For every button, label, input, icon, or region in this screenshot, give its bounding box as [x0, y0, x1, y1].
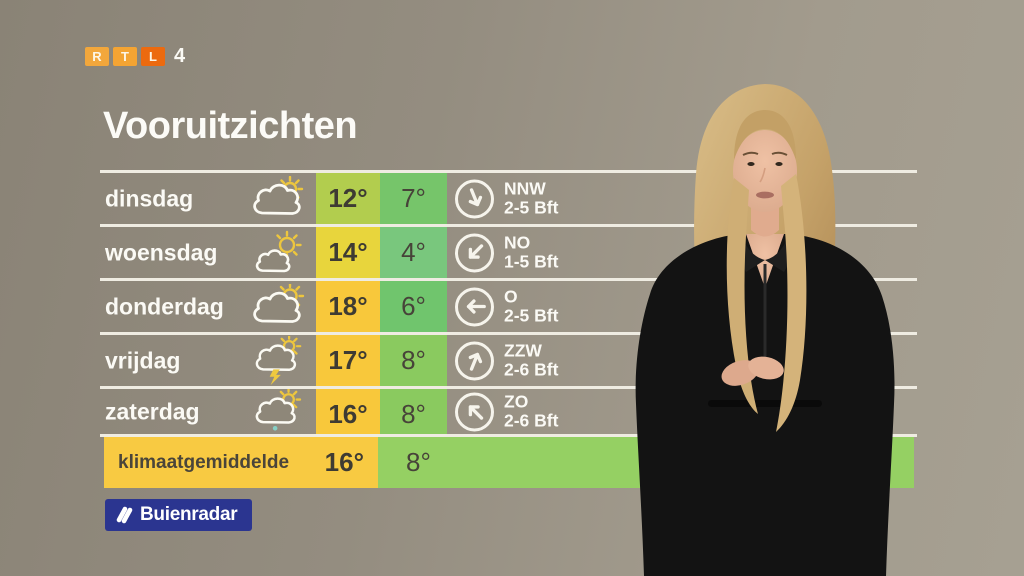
presenter-eye	[747, 162, 755, 166]
wind-force-label: 2-6 Bft	[504, 410, 559, 431]
forecast-row-zaterdag: zaterdag 16° 8° ZO 2-6 Bft	[100, 386, 917, 440]
wind-force-label: 1-5 Bft	[504, 251, 559, 272]
wind-direction-label: ZO	[504, 390, 529, 411]
day-label: zaterdag	[105, 398, 200, 424]
thunderstorm-icon	[248, 335, 308, 386]
wind-direction-icon-zzw	[455, 341, 494, 380]
min-temp-value: 8°	[401, 345, 426, 375]
max-temp-value: 14°	[328, 237, 368, 267]
wind-force-label: 2-5 Bft	[504, 305, 559, 326]
rtl-logo-box-r: R	[85, 47, 109, 66]
max-temp-cell: 16°	[316, 389, 380, 440]
wind-text: O 2-5 Bft	[504, 285, 559, 326]
min-temp-value: 8°	[401, 399, 426, 429]
wind-direction-icon-no	[455, 233, 494, 272]
presenter-lips	[756, 191, 774, 199]
rtl4-logo: R T L 4	[85, 45, 185, 68]
buienradar-logo-text: Buienradar	[140, 504, 238, 525]
light-shower-icon	[248, 387, 308, 437]
max-temp-value: 18°	[328, 291, 368, 321]
rain-drop	[272, 425, 278, 431]
max-temp-cell: 18°	[316, 281, 380, 332]
max-temp-cell: 17°	[316, 335, 380, 386]
rtl-logo-box-t: T	[113, 47, 137, 66]
wind-text: ZO 2-6 Bft	[504, 390, 559, 431]
buienradar-radar-icon	[116, 506, 133, 524]
min-temp-cell: 4°	[380, 227, 447, 278]
wind-direction-icon-o	[455, 287, 494, 326]
max-temp-value: 17°	[328, 345, 368, 375]
buienradar-logo: Buienradar	[105, 499, 252, 531]
forecast-row-donderdag: donderdag 18° 6° O 2-5 Bft	[100, 278, 917, 332]
wind-direction-icon-nnw	[455, 179, 494, 218]
forecast-row-woensdag: woensdag 14° 4° NO 1-5 Bft	[100, 224, 917, 278]
weather-presenter	[635, 84, 895, 576]
forecast-row-vrijdag: vrijdag 17° 8° ZZW 2-6 Bft	[100, 332, 917, 386]
wind-text: ZZW 2-6 Bft	[504, 339, 559, 380]
max-temp-cell: 12°	[316, 173, 380, 224]
rtl-logo-channel-number: 4	[174, 45, 186, 67]
min-temp-value: 7°	[401, 183, 426, 213]
climate-min-value: 8°	[406, 447, 431, 477]
rtl-logo-box-l: L	[141, 47, 165, 66]
presenter-eye	[775, 162, 783, 166]
max-temp-cell: 14°	[316, 227, 380, 278]
presenter-belt	[708, 400, 822, 407]
min-temp-value: 6°	[401, 291, 426, 321]
wind-direction-label: NNW	[504, 177, 546, 198]
partly-cloudy-icon	[248, 282, 308, 332]
wind-direction-label: ZZW	[504, 339, 542, 360]
climate-max-segment: klimaatgemiddelde 16°	[104, 437, 378, 488]
lightning-bolt	[269, 368, 281, 385]
partly-cloudy-icon	[248, 174, 308, 224]
climate-max-value: 16°	[324, 447, 364, 477]
wind-text: NNW 2-5 Bft	[504, 177, 559, 218]
presenter-hair-left	[726, 178, 758, 414]
presenter-brow	[742, 151, 759, 156]
presenter-hand	[748, 356, 784, 380]
min-temp-cell: 8°	[380, 335, 447, 386]
presenter-nose	[759, 167, 766, 183]
wind-force-label: 2-6 Bft	[504, 359, 559, 380]
presenter-brow	[771, 151, 788, 156]
wind-text: NO 1-5 Bft	[504, 231, 559, 272]
wind-direction-icon-zo	[455, 392, 494, 431]
presenter-hair-right	[776, 174, 807, 432]
sunny-intervals-icon	[248, 228, 308, 278]
min-temp-cell: 6°	[380, 281, 447, 332]
day-label: donderdag	[105, 293, 224, 319]
forecast-row-dinsdag: dinsdag 12° 7° NNW 2-5 Bft	[100, 170, 917, 224]
wind-direction-label: O	[504, 285, 518, 306]
wind-direction-label: NO	[504, 231, 531, 252]
day-label: woensdag	[105, 239, 218, 265]
presenter-collar	[765, 232, 793, 272]
min-temp-cell: 8°	[380, 389, 447, 440]
day-label: dinsdag	[105, 185, 194, 211]
page-title: Vooruitzichten	[103, 105, 358, 147]
min-temp-cell: 7°	[380, 173, 447, 224]
row-separator	[100, 434, 917, 437]
climate-label: klimaatgemiddelde	[118, 451, 290, 473]
wind-force-label: 2-5 Bft	[504, 197, 559, 218]
day-label: vrijdag	[105, 347, 181, 373]
min-temp-value: 4°	[401, 237, 426, 267]
max-temp-value: 12°	[328, 183, 368, 213]
presenter-fringe	[734, 110, 796, 160]
presenter-chest	[746, 234, 784, 288]
max-temp-value: 16°	[328, 399, 368, 429]
